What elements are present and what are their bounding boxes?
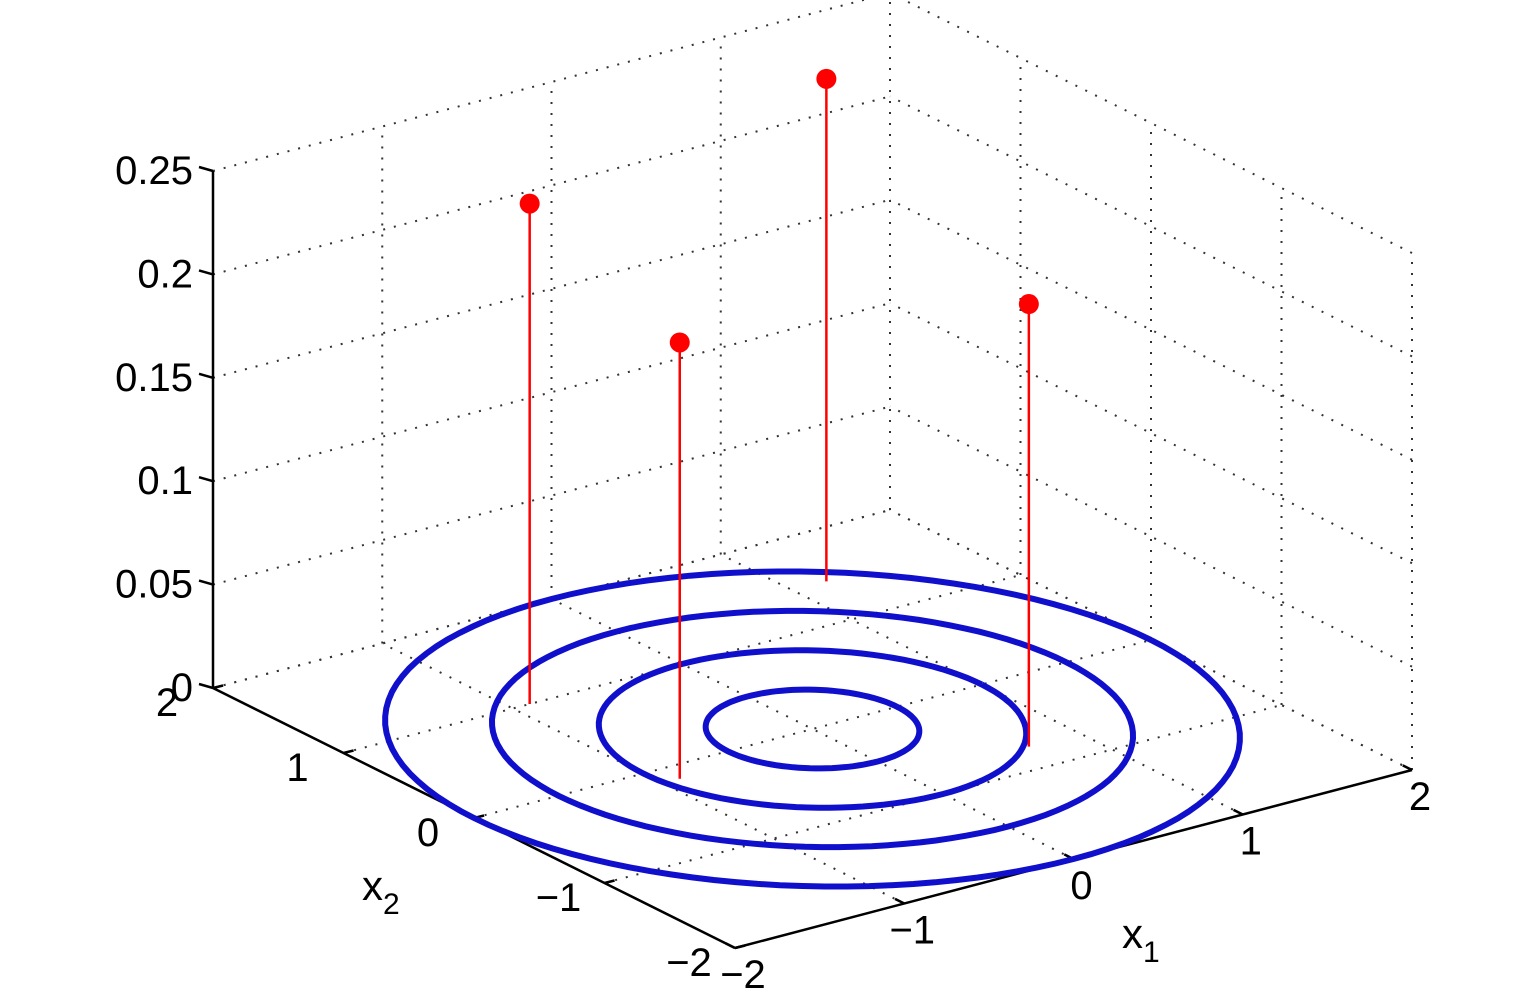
- side-wall-grid-line: [889, 509, 1413, 771]
- y-tick-label: 0: [417, 811, 439, 855]
- stem-marker: [519, 193, 540, 214]
- y-tick-mark: [604, 879, 615, 885]
- floor-grid-line: [551, 598, 1074, 860]
- floor-grid-line: [343, 574, 1021, 754]
- back-wall-grid-line: [212, 302, 891, 483]
- z-tick-mark: [198, 372, 214, 380]
- z-tick-label: 0: [171, 666, 193, 710]
- z-tick-mark: [198, 682, 214, 690]
- z-tick-mark: [198, 579, 214, 586]
- z-tick-label: 0.15: [115, 356, 193, 400]
- stem-marker: [1018, 294, 1039, 315]
- y-tick-mark: [343, 749, 354, 755]
- contour-line: [702, 686, 923, 772]
- x-tick-label: 0: [1070, 864, 1092, 908]
- back-wall-grid-line: [212, 95, 891, 276]
- back-wall-grid-line: [212, 198, 891, 379]
- back-wall-grid-line: [212, 405, 891, 586]
- x-tick-mark: [725, 942, 736, 950]
- contour-line: [595, 647, 1030, 811]
- x-tick-label: −2: [720, 953, 766, 997]
- z-tick-label: 0.05: [115, 563, 193, 607]
- side-wall-grid-line: [889, 95, 1413, 358]
- y-tick-label: 2: [156, 681, 178, 725]
- x-tick-mark: [1402, 764, 1413, 772]
- y-axis-label: x2: [362, 862, 400, 921]
- x-tick-mark: [894, 897, 905, 905]
- floor-grid-line: [473, 639, 1152, 819]
- y-tick-label: −1: [536, 876, 582, 920]
- stems: [519, 68, 1039, 779]
- z-tick-label: 0.25: [115, 149, 193, 193]
- floor-grid-line: [720, 553, 1244, 816]
- side-wall-grid-line: [901, 0, 1413, 254]
- z-tick-label: 0.2: [137, 252, 193, 296]
- stem-marker: [669, 332, 690, 353]
- back-wall-grid-line: [212, 509, 891, 689]
- z-tick-mark: [198, 475, 214, 483]
- x-tick-label: −1: [889, 909, 935, 953]
- y-tick-mark: [734, 944, 746, 950]
- contour-line: [382, 568, 1243, 890]
- side-wall-grid-line: [889, 198, 1413, 461]
- floor-grid-line: [381, 642, 905, 905]
- contour-lines: [382, 568, 1243, 890]
- side-wall-grid-line: [889, 302, 1413, 565]
- y-tick-mark: [212, 684, 224, 690]
- x-tick-mark: [1232, 808, 1244, 816]
- floor-grid-line: [604, 704, 1282, 884]
- contour-line: [488, 607, 1137, 851]
- y-tick-label: 1: [286, 746, 308, 790]
- stem-marker: [816, 68, 837, 89]
- z-tick-mark: [198, 165, 214, 173]
- x-tick-label: 1: [1240, 820, 1262, 864]
- y-tick-label: −2: [666, 941, 712, 985]
- z-tick-label: 0.1: [137, 459, 193, 503]
- x-tick-label: 2: [1409, 775, 1431, 819]
- back-wall-grid-line: [212, 0, 868, 172]
- axes: [198, 165, 1413, 950]
- z-tick-mark: [198, 269, 214, 276]
- side-wall-grid-line: [889, 405, 1413, 668]
- grid-lines: [212, 0, 1413, 949]
- x-axis-label: x1: [1122, 910, 1160, 969]
